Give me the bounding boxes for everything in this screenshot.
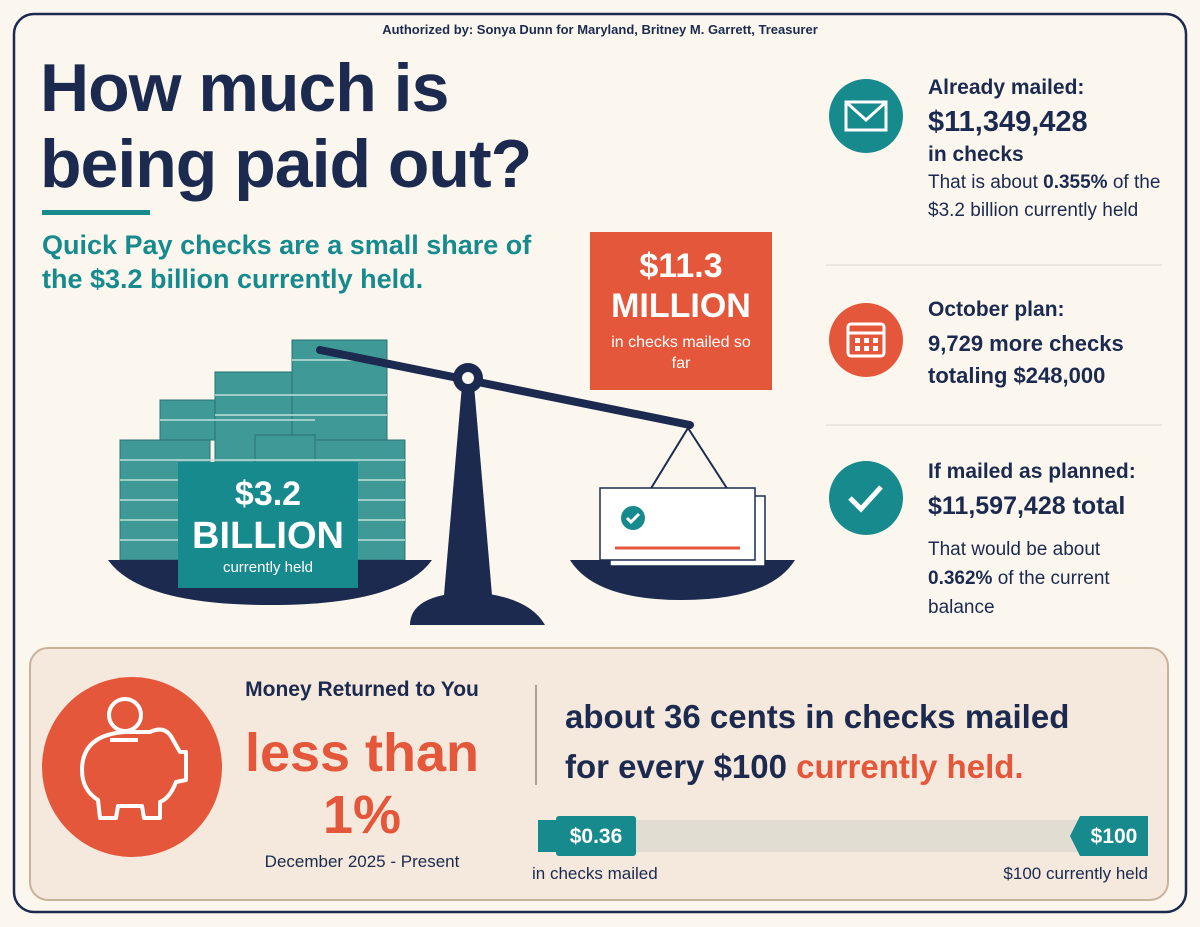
progress-bar bbox=[538, 816, 1148, 856]
check-icon bbox=[829, 461, 903, 535]
fact-plan: October plan: 9,729 more checks totaling… bbox=[928, 298, 1163, 392]
amount-suffix: in checks bbox=[928, 143, 1024, 166]
held-label: $3.2 BILLION currently held bbox=[178, 474, 358, 578]
heading: Already mailed: bbox=[928, 76, 1085, 99]
caption: currently held bbox=[222, 559, 314, 576]
detail: 9,729 more checks totaling $248,000 bbox=[928, 331, 1124, 388]
summary-headline: less than 1% bbox=[244, 723, 480, 845]
summary-period: December 2025 - Present bbox=[264, 852, 460, 871]
bar-right-value: $100 bbox=[1090, 825, 1138, 848]
note: That would be about 0.362% of the curren… bbox=[928, 535, 1153, 622]
mailed-label: $11.3 MILLION in checks mailed so far bbox=[590, 246, 772, 374]
bar-right-caption: $100 currently held bbox=[1003, 864, 1148, 883]
summary-statement: about 36 cents in checks mailed for ever… bbox=[565, 692, 1165, 792]
note-emphasis: 0.355% bbox=[1043, 172, 1108, 193]
note-text: of the $3.2 billion currently held bbox=[928, 172, 1161, 221]
check-cards bbox=[599, 487, 766, 567]
amount: $3.2 bbox=[234, 475, 302, 513]
unit: MILLION bbox=[611, 287, 751, 325]
statement-highlight: currently held. bbox=[796, 748, 1024, 785]
note-text: of the current balance bbox=[928, 568, 1110, 618]
amount: $11,349,428 bbox=[928, 106, 1088, 138]
fact-planned: If mailed as planned: $11,597,428 total … bbox=[928, 460, 1168, 622]
amount: $11.3 bbox=[639, 247, 723, 285]
fact-mailed: Already mailed: $11,349,428 in checks Th… bbox=[928, 76, 1168, 225]
caption: in checks mailed so far bbox=[611, 334, 751, 372]
bar-left-caption: in checks mailed bbox=[532, 864, 658, 883]
note: That is about 0.355% of the $3.2 billion… bbox=[928, 169, 1168, 225]
mailed-box bbox=[590, 232, 772, 390]
statement-text: for every $100 bbox=[565, 748, 787, 785]
heading: October plan: bbox=[928, 298, 1065, 321]
title-line: being paid out? bbox=[40, 126, 532, 202]
bar-left-value: $0.36 bbox=[569, 825, 623, 848]
note-text: That is about bbox=[928, 172, 1038, 193]
statement-text: about 36 cents in checks mailed bbox=[565, 698, 1070, 735]
calendar-icon bbox=[829, 303, 903, 377]
summary-label: Money Returned to You bbox=[245, 678, 479, 701]
title-line: How much is bbox=[40, 50, 449, 126]
authorization: Authorized by: Sonya Dunn for Maryland, … bbox=[382, 22, 818, 37]
piggy-icon bbox=[42, 677, 222, 857]
mail-icon bbox=[829, 79, 903, 153]
subtitle: Quick Pay checks are a small share of th… bbox=[42, 230, 532, 294]
accent-bar bbox=[42, 210, 150, 215]
amount: $11,597,428 total bbox=[928, 492, 1126, 520]
held-box bbox=[178, 462, 358, 588]
heading: If mailed as planned: bbox=[928, 460, 1136, 483]
title: How much is being paid out? bbox=[40, 50, 532, 202]
note-emphasis: 0.362% bbox=[928, 568, 993, 589]
unit: BILLION bbox=[192, 515, 344, 557]
note-text: That would be about bbox=[928, 539, 1101, 560]
